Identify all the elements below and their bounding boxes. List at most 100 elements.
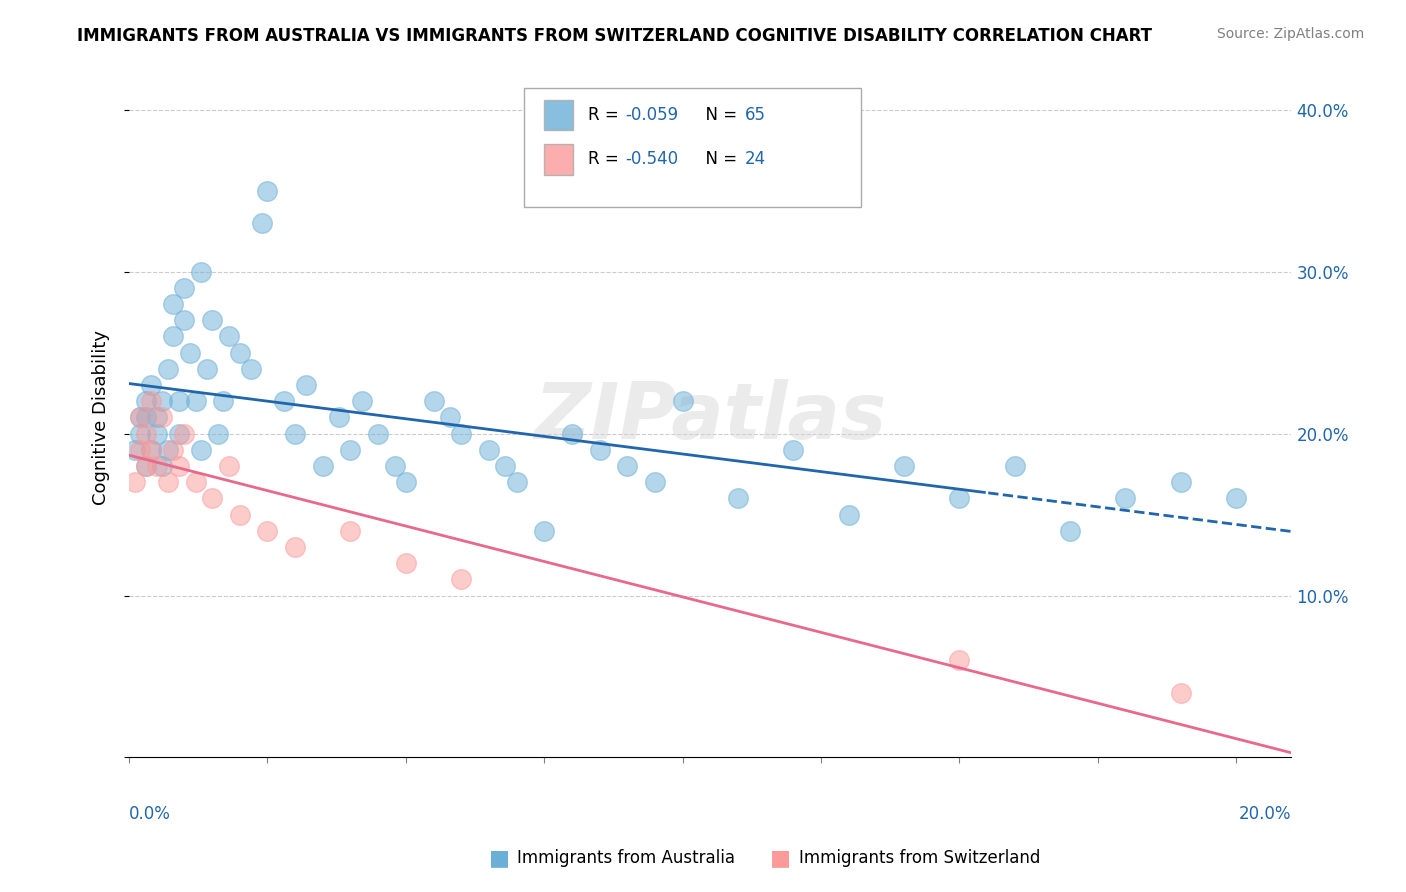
Text: Source: ZipAtlas.com: Source: ZipAtlas.com	[1216, 27, 1364, 41]
Point	[141, 442, 163, 457]
Point	[141, 442, 163, 457]
Point	[256, 524, 278, 538]
Point	[339, 524, 361, 538]
Point	[190, 442, 212, 457]
Point	[893, 458, 915, 473]
Point	[184, 475, 207, 490]
Point	[1004, 458, 1026, 473]
Text: Immigrants from Switzerland: Immigrants from Switzerland	[799, 849, 1040, 867]
Point	[671, 394, 693, 409]
Point	[505, 475, 527, 490]
Point	[184, 394, 207, 409]
Point	[1114, 491, 1136, 506]
Point	[439, 410, 461, 425]
Point	[129, 426, 152, 441]
Point	[478, 442, 501, 457]
Point	[644, 475, 666, 490]
Point	[207, 426, 229, 441]
Text: -0.059: -0.059	[626, 106, 679, 124]
Text: ZIPatlas: ZIPatlas	[534, 379, 886, 456]
Point	[135, 458, 157, 473]
Text: ■: ■	[770, 848, 790, 868]
FancyBboxPatch shape	[524, 87, 862, 207]
Point	[1170, 686, 1192, 700]
Point	[201, 313, 224, 327]
Point	[229, 508, 252, 522]
Point	[328, 410, 350, 425]
Point	[162, 329, 184, 343]
Point	[156, 475, 179, 490]
Point	[450, 572, 472, 586]
Text: 24: 24	[745, 151, 766, 169]
Text: 65: 65	[745, 106, 766, 124]
Point	[616, 458, 638, 473]
Point	[162, 297, 184, 311]
Point	[145, 458, 167, 473]
Point	[1225, 491, 1247, 506]
Point	[948, 653, 970, 667]
Point	[229, 345, 252, 359]
Bar	[544, 100, 574, 130]
Point	[201, 491, 224, 506]
Point	[350, 394, 373, 409]
Point	[450, 426, 472, 441]
Point	[173, 313, 195, 327]
Point	[284, 540, 307, 554]
Point	[167, 458, 190, 473]
Point	[124, 442, 146, 457]
Text: N =: N =	[695, 106, 742, 124]
Point	[1059, 524, 1081, 538]
Point	[190, 265, 212, 279]
Text: 0.0%: 0.0%	[129, 805, 172, 823]
Point	[129, 442, 152, 457]
Point	[250, 216, 273, 230]
Point	[588, 442, 610, 457]
Point	[256, 184, 278, 198]
Point	[162, 442, 184, 457]
Point	[495, 458, 517, 473]
Point	[1170, 475, 1192, 490]
Point	[212, 394, 235, 409]
Text: 20.0%: 20.0%	[1239, 805, 1292, 823]
Text: R =: R =	[588, 151, 624, 169]
Point	[395, 556, 418, 570]
Point	[561, 426, 583, 441]
Point	[218, 329, 240, 343]
Point	[195, 362, 218, 376]
Point	[395, 475, 418, 490]
Point	[295, 378, 318, 392]
Point	[150, 458, 173, 473]
Point	[173, 281, 195, 295]
Point	[179, 345, 201, 359]
Text: -0.540: -0.540	[626, 151, 679, 169]
Point	[533, 524, 555, 538]
Point	[150, 394, 173, 409]
Point	[727, 491, 749, 506]
Point	[141, 394, 163, 409]
Point	[273, 394, 295, 409]
Bar	[544, 145, 574, 175]
Point	[367, 426, 389, 441]
Point	[218, 458, 240, 473]
Point	[135, 410, 157, 425]
Point	[135, 458, 157, 473]
Point	[135, 426, 157, 441]
Point	[124, 475, 146, 490]
Point	[239, 362, 262, 376]
Point	[150, 410, 173, 425]
Point	[141, 378, 163, 392]
Text: Immigrants from Australia: Immigrants from Australia	[517, 849, 735, 867]
Point	[384, 458, 406, 473]
Point	[284, 426, 307, 441]
Point	[156, 442, 179, 457]
Text: ■: ■	[489, 848, 509, 868]
Y-axis label: Cognitive Disability: Cognitive Disability	[93, 330, 110, 505]
Text: IMMIGRANTS FROM AUSTRALIA VS IMMIGRANTS FROM SWITZERLAND COGNITIVE DISABILITY CO: IMMIGRANTS FROM AUSTRALIA VS IMMIGRANTS …	[77, 27, 1153, 45]
Text: N =: N =	[695, 151, 742, 169]
Point	[948, 491, 970, 506]
Point	[156, 362, 179, 376]
Point	[422, 394, 444, 409]
Point	[145, 410, 167, 425]
Point	[782, 442, 804, 457]
Point	[135, 394, 157, 409]
